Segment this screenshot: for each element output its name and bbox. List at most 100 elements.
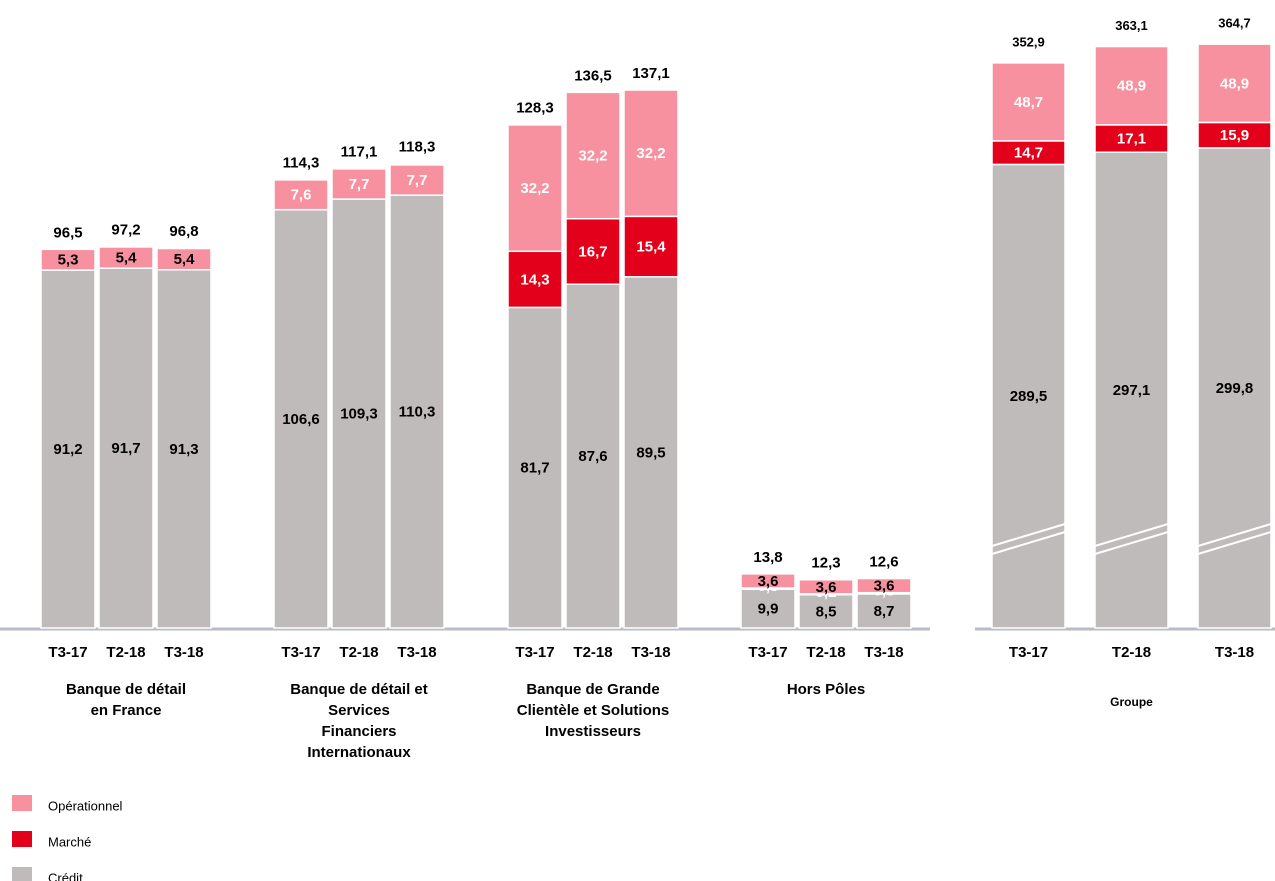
- total-label: 13,8: [753, 549, 782, 566]
- bar-segment: [40, 248, 96, 271]
- group-title: Banque de Grande: [526, 681, 659, 698]
- group-title: Banque de détail: [66, 681, 186, 698]
- bar-segment: [798, 578, 854, 595]
- value-label: 15,9: [1220, 127, 1249, 144]
- x-tick-label: T3-18: [864, 644, 903, 661]
- axis-break: [1094, 531, 1169, 555]
- group-title: Banque de détail et: [290, 681, 428, 698]
- total-label: 117,1: [341, 143, 378, 160]
- bar-segment: [740, 573, 796, 589]
- x-tick-label: T3-17: [515, 644, 554, 661]
- total-label: 364,7: [1218, 15, 1251, 30]
- x-tick-label: T3-18: [631, 644, 670, 661]
- legend-label: Opérationnel: [48, 798, 123, 813]
- value-label: 110,3: [399, 404, 436, 421]
- value-label: 17,1: [1117, 131, 1146, 148]
- total-label: 12,3: [811, 555, 840, 572]
- bar-segment: [98, 246, 154, 269]
- x-tick-label: T3-18: [164, 644, 203, 661]
- group-title: Hors Pôles: [787, 681, 865, 698]
- value-label: 106,6: [282, 411, 320, 428]
- bar-segment: [1094, 124, 1169, 153]
- bar-segment: [798, 593, 854, 629]
- value-label: 48,9: [1220, 75, 1249, 92]
- value-label: 109,3: [340, 406, 378, 423]
- value-label: 91,2: [53, 441, 82, 458]
- value-label: 16,7: [578, 243, 607, 260]
- total-label: 118,3: [399, 139, 436, 156]
- legend-label: Marché: [48, 834, 91, 849]
- legend-swatch: [12, 795, 32, 811]
- x-tick-label: T3-18: [397, 644, 436, 661]
- value-label: 48,7: [1014, 94, 1043, 111]
- axis-break: [1197, 523, 1272, 547]
- x-tick-label: T3-17: [48, 644, 87, 661]
- value-label: 32,2: [520, 180, 549, 197]
- group-title: Clientèle et Solutions: [517, 702, 670, 719]
- bar-segment: [156, 268, 212, 629]
- bar-segment: [507, 124, 563, 253]
- x-tick-label: T2-18: [573, 644, 612, 661]
- value-label: 3,6: [758, 573, 779, 590]
- value-label: 87,6: [578, 448, 607, 465]
- bar-segment: [507, 306, 563, 629]
- legend-label: Crédit: [48, 870, 83, 881]
- bar-segment: [565, 91, 621, 220]
- group-title: Internationaux: [307, 744, 411, 761]
- value-label: 14,7: [1014, 145, 1043, 162]
- bar-segment: [156, 247, 212, 271]
- bar-segment: [623, 276, 679, 629]
- group-title: en France: [91, 702, 162, 719]
- bar-segment: [856, 577, 912, 594]
- bar-segment: [389, 164, 445, 196]
- bar-segment: [273, 179, 329, 211]
- bar-segment: [1197, 43, 1272, 124]
- value-label: 15,4: [636, 239, 666, 256]
- total-label: 114,3: [283, 154, 320, 171]
- x-tick-label: T2-18: [106, 644, 145, 661]
- value-label: 48,9: [1117, 78, 1146, 95]
- value-label: 289,5: [1010, 388, 1048, 405]
- group-title: Groupe: [1110, 695, 1153, 709]
- bar-segment: [856, 593, 912, 629]
- value-label: 5,3: [58, 252, 79, 269]
- axis-break: [991, 523, 1066, 547]
- value-label: 32,2: [636, 145, 665, 162]
- bar-segment: [1094, 45, 1169, 126]
- bar-segment: [565, 283, 621, 629]
- value-label: 7,6: [291, 187, 312, 204]
- total-label: 97,2: [111, 222, 140, 239]
- value-label: 8,5: [816, 603, 837, 620]
- value-label: 14,3: [520, 271, 549, 288]
- x-tick-label: T3-17: [281, 644, 320, 661]
- total-label: 137,1: [632, 65, 670, 82]
- value-label: 91,7: [111, 440, 140, 457]
- value-label: 89,5: [636, 444, 665, 461]
- legend-swatch: [12, 867, 32, 881]
- total-label: 96,8: [169, 223, 198, 240]
- bar-segment: [389, 194, 445, 629]
- value-label: 299,8: [1216, 380, 1254, 397]
- total-label: 128,3: [516, 100, 554, 117]
- axis-break: [1197, 531, 1272, 555]
- value-label: 8,7: [874, 603, 895, 620]
- value-label: 3,6: [816, 579, 837, 596]
- value-label: 297,1: [1113, 382, 1151, 399]
- bar-segment: [740, 588, 796, 629]
- value-label: 7,7: [407, 172, 428, 189]
- total-label: 363,1: [1115, 18, 1148, 33]
- total-label: 96,5: [53, 224, 82, 241]
- value-label: 5,4: [174, 251, 196, 268]
- x-tick-label: T2-18: [806, 644, 845, 661]
- value-label: 5,4: [116, 250, 138, 267]
- x-tick-label: T2-18: [1112, 644, 1151, 661]
- x-tick-label: T3-18: [1215, 644, 1254, 661]
- legend-swatch: [12, 831, 32, 847]
- group-title: Services: [328, 702, 390, 719]
- axis-break: [991, 531, 1066, 555]
- bar-segment: [991, 62, 1066, 142]
- value-label: 81,7: [520, 460, 549, 477]
- bar-segment: [273, 208, 329, 629]
- value-label: 32,2: [578, 148, 607, 165]
